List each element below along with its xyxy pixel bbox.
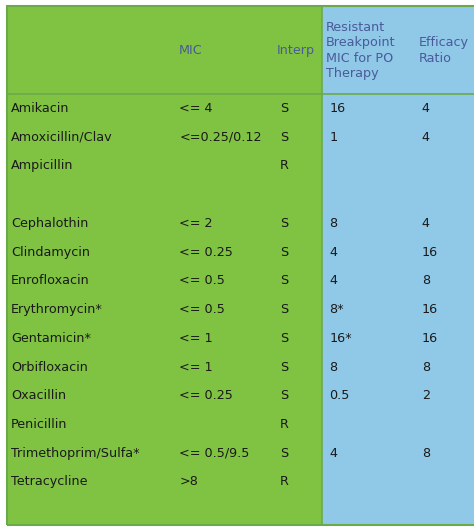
- Text: 16: 16: [422, 303, 438, 316]
- Text: <= 4: <= 4: [179, 102, 213, 115]
- Bar: [7, 180, 322, 209]
- Bar: [7, 324, 322, 353]
- Text: Amoxicillin/Clav: Amoxicillin/Clav: [11, 131, 112, 144]
- Text: S: S: [280, 275, 288, 287]
- Bar: [322, 295, 474, 324]
- Bar: [322, 410, 474, 439]
- Text: <= 0.25: <= 0.25: [179, 246, 233, 259]
- Text: 4: 4: [329, 275, 337, 287]
- Text: S: S: [280, 217, 288, 230]
- Text: S: S: [280, 246, 288, 259]
- Text: Oxacillin: Oxacillin: [11, 389, 66, 402]
- Text: 8: 8: [422, 361, 430, 373]
- Bar: [7, 381, 322, 410]
- Text: 8: 8: [329, 217, 337, 230]
- Text: Resistant
Breakpoint
MIC for PO
Therapy: Resistant Breakpoint MIC for PO Therapy: [326, 21, 396, 80]
- Bar: [7, 439, 322, 468]
- Text: >8: >8: [179, 476, 198, 488]
- Text: Trimethoprim/Sulfa*: Trimethoprim/Sulfa*: [11, 447, 139, 460]
- Text: S: S: [280, 303, 288, 316]
- Text: S: S: [280, 389, 288, 402]
- Text: <= 0.5/9.5: <= 0.5/9.5: [179, 447, 249, 460]
- Text: MIC: MIC: [179, 44, 203, 57]
- Text: 8: 8: [329, 361, 337, 373]
- Bar: [7, 295, 322, 324]
- Bar: [322, 324, 474, 353]
- Text: S: S: [280, 361, 288, 373]
- Text: 8*: 8*: [329, 303, 344, 316]
- Bar: [322, 180, 474, 209]
- Text: Tetracycline: Tetracycline: [11, 476, 87, 488]
- Bar: [322, 353, 474, 381]
- Text: S: S: [280, 332, 288, 345]
- Text: R: R: [280, 160, 289, 172]
- Text: Enrofloxacin: Enrofloxacin: [11, 275, 90, 287]
- Bar: [7, 496, 322, 525]
- Text: <=0.25/0.12: <=0.25/0.12: [179, 131, 262, 144]
- Text: S: S: [280, 102, 288, 115]
- Bar: [7, 6, 322, 94]
- Bar: [322, 496, 474, 525]
- Text: 16*: 16*: [329, 332, 352, 345]
- Text: 4: 4: [329, 246, 337, 259]
- Text: Amikacin: Amikacin: [11, 102, 69, 115]
- Text: <= 0.5: <= 0.5: [179, 275, 225, 287]
- Text: <= 1: <= 1: [179, 332, 213, 345]
- Bar: [7, 209, 322, 238]
- Text: 16: 16: [329, 102, 346, 115]
- Text: 16: 16: [422, 332, 438, 345]
- Text: 4: 4: [422, 102, 430, 115]
- Bar: [322, 238, 474, 267]
- Text: R: R: [280, 476, 289, 488]
- Text: <= 1: <= 1: [179, 361, 213, 373]
- Text: S: S: [280, 447, 288, 460]
- Text: Gentamicin*: Gentamicin*: [11, 332, 91, 345]
- Text: Erythromycin*: Erythromycin*: [11, 303, 103, 316]
- Text: Efficacy
Ratio: Efficacy Ratio: [419, 36, 468, 64]
- Bar: [7, 94, 322, 123]
- Text: R: R: [280, 418, 289, 431]
- Text: 4: 4: [422, 131, 430, 144]
- Bar: [322, 267, 474, 295]
- Text: 0.5: 0.5: [329, 389, 350, 402]
- Text: Penicillin: Penicillin: [11, 418, 67, 431]
- Text: Ampicillin: Ampicillin: [11, 160, 73, 172]
- Bar: [322, 468, 474, 496]
- Text: S: S: [280, 131, 288, 144]
- Text: 2: 2: [422, 389, 430, 402]
- Text: 1: 1: [329, 131, 337, 144]
- Text: Cephalothin: Cephalothin: [11, 217, 88, 230]
- Bar: [7, 468, 322, 496]
- Text: 8: 8: [422, 275, 430, 287]
- Text: <= 0.5: <= 0.5: [179, 303, 225, 316]
- Bar: [7, 267, 322, 295]
- Bar: [322, 152, 474, 180]
- Text: 4: 4: [422, 217, 430, 230]
- Bar: [7, 238, 322, 267]
- Text: 8: 8: [422, 447, 430, 460]
- Bar: [322, 209, 474, 238]
- Bar: [322, 6, 474, 94]
- Text: 16: 16: [422, 246, 438, 259]
- Text: Interp: Interp: [276, 44, 314, 57]
- Bar: [322, 123, 474, 152]
- Bar: [322, 381, 474, 410]
- Bar: [322, 439, 474, 468]
- Bar: [7, 410, 322, 439]
- Text: <= 2: <= 2: [179, 217, 213, 230]
- Text: <= 0.25: <= 0.25: [179, 389, 233, 402]
- Text: Orbifloxacin: Orbifloxacin: [11, 361, 88, 373]
- Text: Clindamycin: Clindamycin: [11, 246, 90, 259]
- Bar: [7, 123, 322, 152]
- Bar: [7, 152, 322, 180]
- Bar: [7, 353, 322, 381]
- Bar: [322, 94, 474, 123]
- Text: 4: 4: [329, 447, 337, 460]
